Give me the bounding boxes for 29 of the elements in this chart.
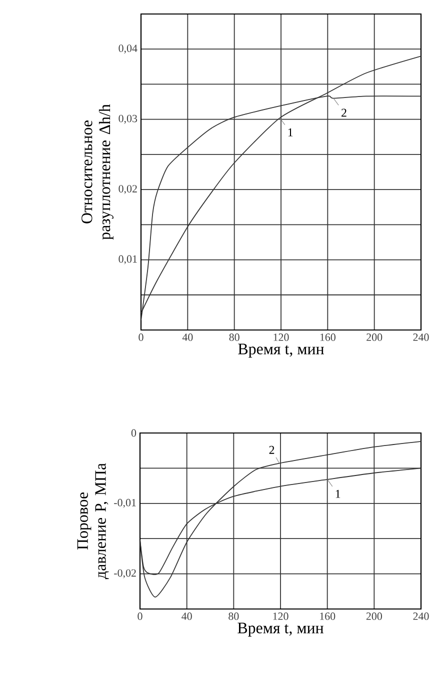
x-tick-label: 160 (320, 612, 336, 620)
y-axis-title: Поровое давление P, МПа (77, 463, 109, 580)
x-tick-label: 200 (366, 334, 382, 341)
y-tick-label: 0 (131, 429, 136, 437)
x-tick-label: 200 (366, 612, 382, 620)
y-tick-label: -0,01 (114, 498, 136, 508)
y-axis-title: Относительное разуплотнение Δh/h (82, 104, 114, 240)
series-label: 1 (336, 490, 340, 498)
series-label: 1 (288, 128, 293, 136)
series-label: 2 (342, 108, 346, 117)
x-tick-label: 120 (273, 612, 288, 620)
x-tick-label: 240 (413, 612, 429, 620)
x-tick-label: 240 (413, 334, 429, 341)
y-tick-label: 0,04 (118, 44, 138, 54)
x-tick-label: 0 (138, 612, 142, 620)
x-axis-title: Время t, мин (238, 344, 324, 358)
x-tick-label: 40 (182, 334, 193, 341)
x-tick-label: 80 (229, 334, 240, 341)
x-tick-label: 80 (228, 612, 239, 620)
series-label: 2 (269, 446, 274, 454)
x-tick-label: 160 (320, 334, 336, 341)
x-tick-label: 120 (274, 334, 289, 341)
y-tick-label: 0,02 (118, 185, 137, 194)
y-tick-label: 0,01 (118, 255, 137, 264)
y-tick-label: -0,02 (114, 569, 136, 578)
x-tick-label: 40 (182, 612, 192, 620)
x-tick-label: 0 (138, 334, 144, 341)
x-axis-title: Время t, мин (238, 622, 324, 637)
y-tick-label: 0,03 (118, 114, 138, 124)
